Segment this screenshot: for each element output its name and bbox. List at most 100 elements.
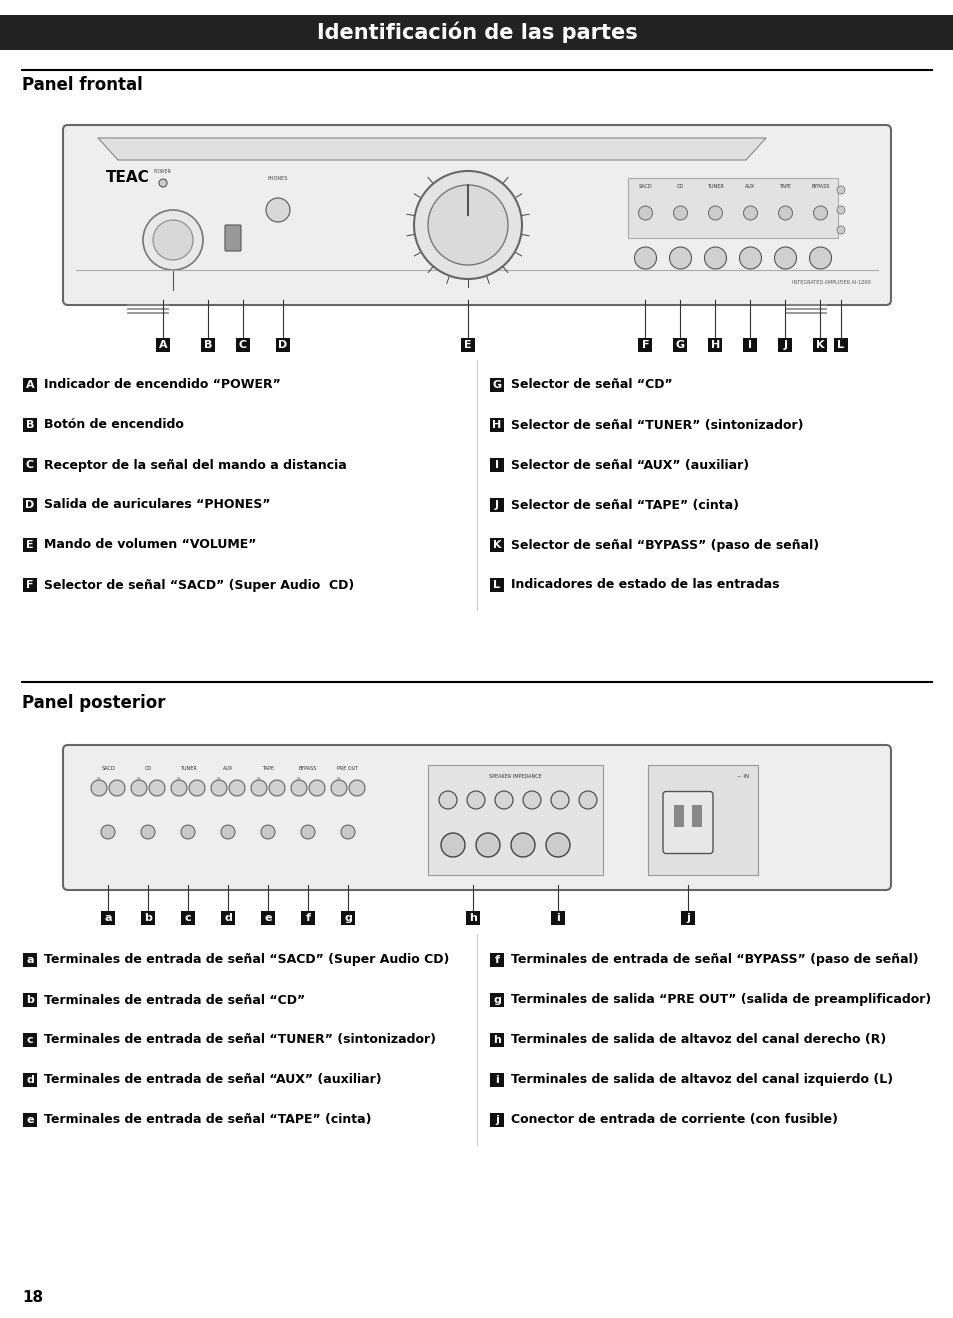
Circle shape: [673, 206, 687, 220]
Circle shape: [742, 206, 757, 220]
Text: E: E: [26, 540, 33, 550]
Circle shape: [438, 791, 456, 809]
Circle shape: [152, 220, 193, 260]
Bar: [301, 911, 314, 925]
Text: Panel frontal: Panel frontal: [22, 76, 143, 94]
Bar: [23, 498, 37, 511]
Text: Selector de señal “BYPASS” (paso de señal): Selector de señal “BYPASS” (paso de seña…: [511, 539, 819, 551]
Circle shape: [836, 186, 844, 194]
Bar: [23, 579, 37, 592]
Circle shape: [309, 780, 325, 796]
Bar: [627, 178, 837, 239]
Text: c: c: [185, 913, 192, 923]
Bar: [465, 911, 479, 925]
Text: Selector de señal “SACD” (Super Audio  CD): Selector de señal “SACD” (Super Audio CD…: [44, 579, 354, 592]
Text: Panel posterior: Panel posterior: [22, 695, 165, 712]
Text: IN: IN: [296, 778, 301, 782]
Text: IN: IN: [137, 778, 141, 782]
Text: SACD: SACD: [638, 185, 652, 188]
Text: i: i: [556, 913, 559, 923]
Text: g: g: [493, 995, 500, 1006]
Text: A: A: [26, 380, 34, 390]
Bar: [680, 911, 695, 925]
Text: Terminales de salida de altavoz del canal derecho (R): Terminales de salida de altavoz del cana…: [511, 1033, 885, 1046]
Text: Selector de señal “TUNER” (sintonizador): Selector de señal “TUNER” (sintonizador): [511, 419, 802, 431]
Bar: [23, 418, 37, 432]
FancyBboxPatch shape: [225, 225, 241, 250]
Text: K: K: [493, 540, 500, 550]
Circle shape: [189, 780, 205, 796]
Text: H: H: [492, 420, 501, 430]
Circle shape: [171, 780, 187, 796]
Text: Terminales de entrada de señal “TAPE” (cinta): Terminales de entrada de señal “TAPE” (c…: [44, 1114, 371, 1127]
Text: CD: CD: [677, 185, 683, 188]
Text: Indicadores de estado de las entradas: Indicadores de estado de las entradas: [511, 579, 779, 592]
Circle shape: [331, 780, 347, 796]
Text: h: h: [493, 1035, 500, 1045]
Text: J: J: [782, 340, 786, 351]
Bar: [490, 538, 503, 552]
Text: F: F: [27, 580, 33, 590]
Bar: [490, 1033, 503, 1046]
Text: a: a: [27, 956, 33, 965]
Bar: [201, 337, 214, 352]
Text: L: L: [837, 340, 843, 351]
Text: j: j: [495, 1115, 498, 1126]
Circle shape: [301, 825, 314, 840]
Text: Terminales de salida “PRE OUT” (salida de preamplificador): Terminales de salida “PRE OUT” (salida d…: [511, 994, 930, 1007]
Bar: [691, 804, 701, 826]
Text: Terminales de salida de altavoz del canal izquierdo (L): Terminales de salida de altavoz del cana…: [511, 1073, 892, 1086]
Circle shape: [428, 185, 507, 265]
Text: TAPE: TAPE: [779, 185, 791, 188]
Text: I: I: [495, 460, 498, 471]
Text: Conector de entrada de corriente (con fusible): Conector de entrada de corriente (con fu…: [511, 1114, 837, 1127]
Circle shape: [221, 825, 234, 840]
Circle shape: [440, 833, 464, 857]
Text: IN: IN: [176, 778, 181, 782]
Text: Botón de encendido: Botón de encendido: [44, 419, 184, 431]
Text: H: H: [710, 340, 720, 351]
Text: b: b: [26, 995, 34, 1006]
Text: Selector de señal “CD”: Selector de señal “CD”: [511, 378, 672, 391]
Circle shape: [141, 825, 154, 840]
Polygon shape: [98, 138, 765, 159]
Bar: [490, 1112, 503, 1127]
Text: f: f: [494, 956, 499, 965]
Circle shape: [778, 206, 792, 220]
Circle shape: [349, 780, 365, 796]
Circle shape: [495, 791, 513, 809]
Circle shape: [291, 780, 307, 796]
Bar: [490, 992, 503, 1007]
Bar: [23, 953, 37, 967]
Circle shape: [91, 780, 107, 796]
Text: Salida de auriculares “PHONES”: Salida de auriculares “PHONES”: [44, 498, 271, 511]
Circle shape: [414, 171, 521, 279]
Circle shape: [101, 825, 115, 840]
Bar: [181, 911, 194, 925]
Text: AUX: AUX: [223, 766, 233, 771]
Text: J: J: [495, 500, 498, 510]
Text: TEAC: TEAC: [106, 170, 150, 185]
Bar: [551, 911, 564, 925]
Text: SPEAKER IMPEDANCE: SPEAKER IMPEDANCE: [489, 774, 541, 779]
Text: BYPASS: BYPASS: [298, 766, 316, 771]
Bar: [742, 337, 757, 352]
Bar: [428, 764, 602, 875]
Text: f: f: [305, 913, 310, 923]
Text: SACD: SACD: [101, 766, 114, 771]
Text: Identificación de las partes: Identificación de las partes: [316, 22, 637, 43]
Text: d: d: [224, 913, 232, 923]
Text: i: i: [495, 1075, 498, 1085]
Bar: [833, 337, 847, 352]
Text: Terminales de entrada de señal “CD”: Terminales de entrada de señal “CD”: [44, 994, 305, 1007]
Text: C: C: [238, 340, 247, 351]
Circle shape: [708, 206, 721, 220]
Text: TAPE: TAPE: [262, 766, 274, 771]
FancyBboxPatch shape: [63, 125, 890, 304]
Text: I: I: [748, 340, 752, 351]
Bar: [778, 337, 792, 352]
Bar: [23, 1033, 37, 1046]
Bar: [708, 337, 721, 352]
Circle shape: [266, 198, 290, 221]
Circle shape: [578, 791, 597, 809]
